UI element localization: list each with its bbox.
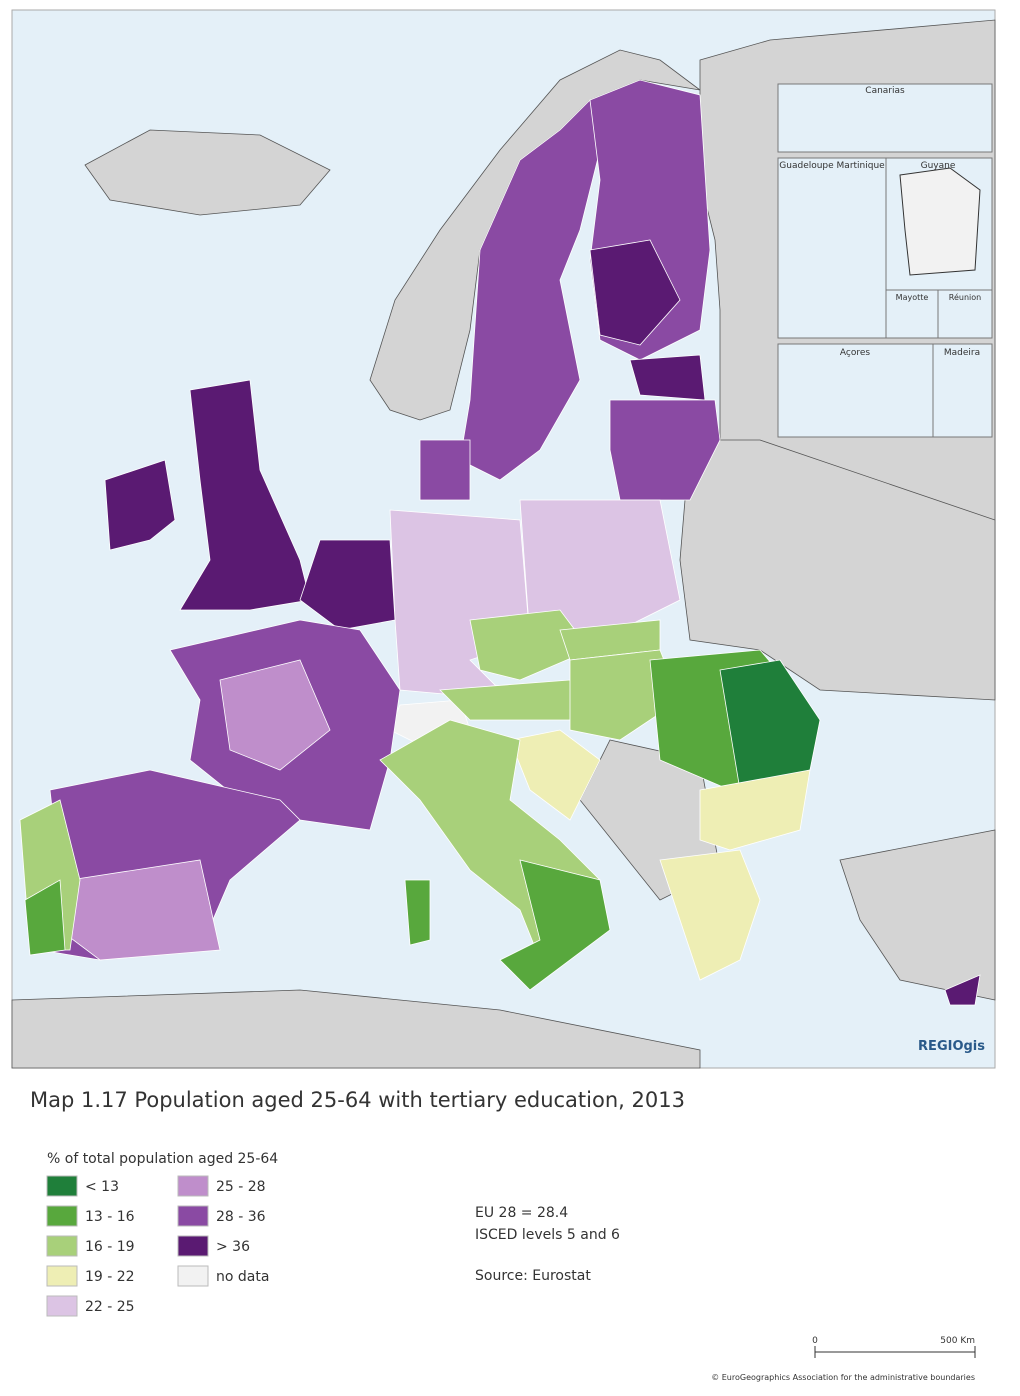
legend-label: 28 - 36: [216, 1209, 266, 1225]
legend-swatch: [46, 1265, 78, 1287]
croatia: [509, 729, 601, 821]
estonia: [629, 354, 706, 401]
legend-label: 13 - 16: [85, 1209, 135, 1225]
legend-label: 25 - 28: [216, 1179, 266, 1195]
inset-box: [885, 289, 939, 339]
bulgaria: [699, 769, 811, 851]
baltics: [609, 399, 721, 501]
finland-south: [589, 239, 681, 346]
inset-box: [777, 83, 993, 153]
watermark: REGIOgis: [918, 1039, 985, 1054]
insets: Canarias Guadeloupe Martinique Guyane Ma…: [777, 83, 993, 438]
legend-label: > 36: [216, 1239, 250, 1255]
legend-label: 22 - 25: [85, 1299, 135, 1315]
inset-label: Madeira: [944, 348, 980, 358]
legend-swatch: [177, 1235, 209, 1257]
legend: < 13 13 - 16 16 - 19 19 - 22 22 - 25 25 - 28 2…: [46, 1175, 269, 1317]
benelux: [299, 539, 396, 631]
romania-south: [719, 659, 821, 791]
inset-label: Guadeloupe Martinique: [779, 161, 885, 171]
eastern-europe: [679, 439, 996, 701]
guyane-shape: [899, 167, 981, 276]
czechia: [469, 609, 591, 681]
legend-title: % of total population aged 25-64: [47, 1151, 278, 1167]
inset-box: [777, 343, 934, 438]
note: EU 28 = 28.4: [475, 1205, 568, 1221]
iceland: [84, 129, 331, 216]
scale-label: 500 Km: [940, 1336, 975, 1346]
inset-box: [777, 157, 887, 339]
inset-label: Guyane: [921, 161, 956, 171]
inset-box: [932, 343, 993, 438]
inset-label: Mayotte: [896, 293, 929, 302]
italy-south: [499, 859, 611, 991]
africa: [11, 989, 701, 1069]
legend-swatch: [46, 1205, 78, 1227]
ireland: [104, 459, 176, 551]
legend-swatch: [177, 1205, 209, 1227]
greece: [659, 849, 761, 981]
scale-bar: 0 500 Km: [812, 1336, 976, 1358]
credit: © EuroGeographics Association for the ad…: [711, 1373, 975, 1382]
cyprus: [944, 974, 981, 1006]
united-kingdom: [179, 379, 311, 611]
legend-swatch: [46, 1175, 78, 1197]
legend-label: < 13: [85, 1179, 119, 1195]
legend-label: 19 - 22: [85, 1269, 135, 1285]
germany: [389, 509, 531, 701]
legend-label: no data: [216, 1269, 269, 1285]
legend-swatch: [46, 1235, 78, 1257]
inset-label: Açores: [840, 348, 870, 358]
legend-swatch: [177, 1265, 209, 1287]
denmark: [419, 439, 471, 501]
legend-swatch: [177, 1175, 209, 1197]
france-centre: [219, 659, 331, 771]
note: Source: Eurostat: [475, 1268, 591, 1284]
inset-label: Réunion: [949, 292, 981, 302]
sweden: [459, 99, 601, 481]
inset-box: [937, 289, 993, 339]
map-title: Map 1.17 Population aged 25-64 with tert…: [30, 1088, 685, 1112]
map: Canarias Guadeloupe Martinique Guyane Ma…: [11, 9, 996, 1069]
inset-label: Canarias: [865, 86, 905, 96]
scale-label: 0: [812, 1336, 818, 1346]
note: ISCED levels 5 and 6: [475, 1227, 620, 1243]
portugal-south: [24, 879, 66, 956]
sardinia: [404, 879, 431, 946]
legend-swatch: [46, 1295, 78, 1317]
legend-label: 16 - 19: [85, 1239, 135, 1255]
